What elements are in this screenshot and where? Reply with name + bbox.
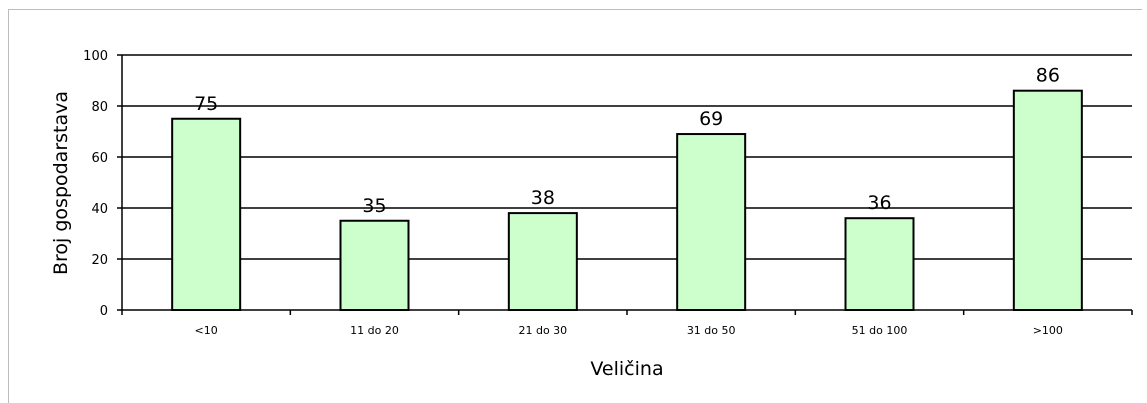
x-tick-label: 11 do 20 xyxy=(350,324,399,337)
bar xyxy=(844,217,915,311)
axes xyxy=(117,54,1133,315)
data-label: 86 xyxy=(1036,65,1060,87)
bar xyxy=(507,212,578,312)
data-label: 36 xyxy=(867,192,891,214)
bar xyxy=(676,133,747,311)
x-tick-labels: <10 11 do 20 21 do 30 31 do 50 51 do 100 >100 xyxy=(195,324,1063,337)
x-tick-label: >100 xyxy=(1033,324,1063,337)
y-tick-label: 100 xyxy=(83,49,108,64)
y-tick-label: 40 xyxy=(91,202,108,217)
x-tick-label: 21 do 30 xyxy=(518,324,567,337)
x-axis-title: Veličina xyxy=(590,358,663,380)
data-label: 75 xyxy=(194,93,218,115)
x-tick-label: <10 xyxy=(195,324,218,337)
bar xyxy=(339,219,410,311)
data-label: 35 xyxy=(362,195,386,217)
data-label: 38 xyxy=(531,187,555,209)
y-tick-label: 60 xyxy=(91,151,108,166)
x-tick-label: 51 do 100 xyxy=(852,324,908,337)
bars xyxy=(171,89,1083,312)
y-tick-labels: 0 20 40 60 80 100 xyxy=(83,49,108,319)
data-labels: 75 35 38 69 36 86 xyxy=(194,65,1060,217)
y-tick-label: 20 xyxy=(91,253,108,268)
y-axis-title: Broj gospodarstava xyxy=(50,91,72,275)
y-tick-label: 0 xyxy=(100,304,108,319)
y-tick-label: 80 xyxy=(91,100,108,115)
x-tick-label: 31 do 50 xyxy=(687,324,736,337)
bar xyxy=(1012,89,1083,311)
bar xyxy=(171,117,242,311)
gridlines xyxy=(122,54,1132,260)
data-label: 69 xyxy=(699,108,723,130)
chart-frame xyxy=(8,9,1142,403)
